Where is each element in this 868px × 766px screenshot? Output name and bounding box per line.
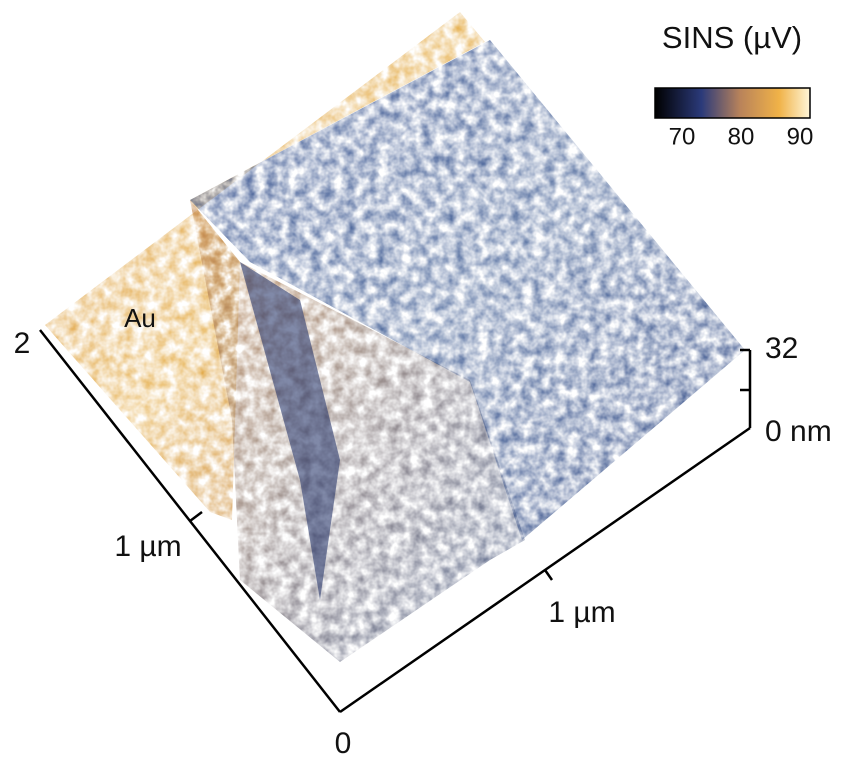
axis-label: 1 µm <box>548 596 615 629</box>
tick <box>190 512 202 521</box>
colorbar-title: SINS (µV) <box>662 20 802 55</box>
axis-label: 0 <box>335 727 352 760</box>
colorbar-tick: 70 <box>669 123 696 150</box>
axis-label: 0 nm <box>765 415 832 448</box>
colorbar-gradient <box>655 88 810 118</box>
figure: 2 1 µm 0 1 µm 32 0 nm Au SINS (µV) 70 80… <box>0 0 868 766</box>
tick <box>545 570 552 580</box>
colorbar: SINS (µV) 70 80 90 <box>655 20 813 150</box>
axis-label: 1 µm <box>114 530 181 563</box>
surface <box>45 12 745 662</box>
colorbar-tick: 90 <box>787 123 814 150</box>
axis-label: 32 <box>765 332 798 365</box>
axis-label: 2 <box>14 327 31 360</box>
colorbar-tick: 80 <box>728 123 755 150</box>
annotation: Au <box>124 303 156 333</box>
